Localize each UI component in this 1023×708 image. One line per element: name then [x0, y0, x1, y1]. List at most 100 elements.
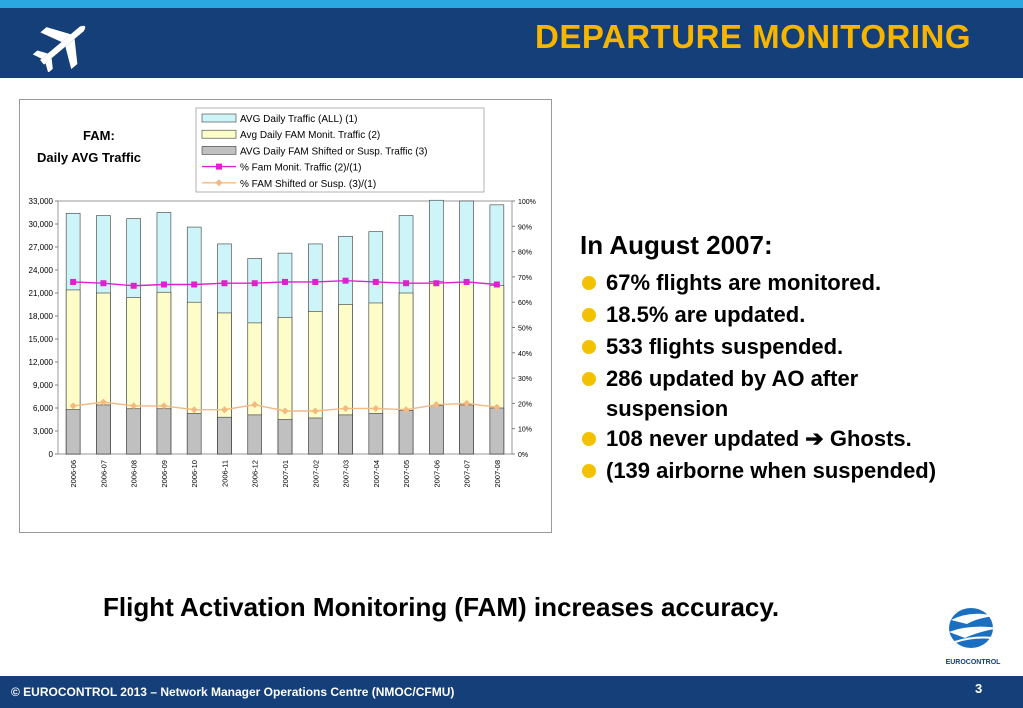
x-tick-label: 2007-06	[432, 460, 441, 488]
point-fam-monit-pct	[130, 282, 137, 289]
y2-tick-label: 60%	[518, 300, 532, 307]
legend-swatch	[201, 129, 237, 139]
legend-box	[195, 107, 485, 193]
legend-swatch	[201, 146, 237, 155]
point-fam-shifted-pct	[190, 406, 198, 414]
finding-text: 18.5% are updated.	[606, 302, 806, 327]
x-tick-label: 2007-02	[311, 460, 320, 488]
x-tick-label: 2006-10	[190, 460, 199, 488]
x-tick-label: 2007-04	[372, 460, 381, 488]
bar-fam-shifted	[96, 404, 111, 455]
point-fam-shifted-pct	[99, 398, 107, 406]
y2-tick-label: 100%	[518, 199, 536, 206]
point-fam-shifted-pct	[251, 401, 259, 409]
airplane-icon	[32, 25, 86, 72]
y-tick-label: 12,000	[29, 358, 54, 367]
chart-title: Daily AVG Traffic	[37, 150, 141, 165]
legend-label: AVG Daily FAM Shifted or Susp. Traffic (…	[240, 146, 427, 157]
point-fam-monit-pct	[282, 278, 288, 285]
bar-fam-shifted	[368, 413, 384, 455]
y2-tick-label: 70%	[518, 275, 532, 282]
point-fam-shifted-pct	[432, 401, 440, 409]
point-fam-monit-pct	[160, 281, 167, 288]
y-tick-label: 27,000	[29, 243, 54, 252]
bar-fam-shifted	[156, 408, 172, 455]
x-tick-label: 2007-08	[493, 460, 502, 488]
x-tick-label: 2007-05	[402, 460, 411, 488]
finding-text-continued: suspension	[606, 396, 729, 421]
legend-label: % Fam Monit. Traffic (2)/(1)	[240, 163, 362, 174]
point-fam-monit-pct	[251, 280, 258, 287]
bar-fam-shifted	[247, 414, 262, 455]
point-fam-shifted-pct	[160, 402, 168, 410]
bar-fam-shifted	[398, 409, 414, 455]
bar-fam-shifted	[277, 419, 293, 455]
findings-heading: In August 2007:	[580, 230, 773, 260]
legend-label: % FAM Shifted or Susp. (3)/(1)	[240, 179, 376, 190]
header-bar: DEPARTURE MONITORING	[0, 0, 1023, 78]
copyright-text: © EUROCONTROL 2013 – Network Manager Ope…	[11, 685, 455, 699]
point-fam-shifted-pct	[69, 402, 77, 410]
bar-fam-shifted	[489, 407, 505, 455]
y2-tick-label: 40%	[518, 351, 532, 358]
legend-marker	[216, 163, 222, 170]
finding-text: (139 airborne when suspended)	[606, 458, 937, 483]
bar-fam-shifted	[429, 405, 444, 455]
point-fam-shifted-pct	[342, 404, 350, 412]
bar-fam-shifted	[186, 413, 202, 455]
x-tick-label: 2006-06	[69, 460, 78, 488]
point-fam-monit-pct	[221, 280, 228, 287]
point-fam-monit-pct	[70, 278, 77, 285]
tagline: Flight Activation Monitoring (FAM) incre…	[103, 592, 780, 622]
page-title: DEPARTURE MONITORING	[535, 18, 971, 55]
point-fam-shifted-pct	[493, 403, 501, 411]
bullet-dot-icon	[582, 372, 596, 386]
bar-fam-shifted	[65, 409, 81, 455]
point-fam-shifted-pct	[130, 402, 138, 410]
y-tick-label: 18,000	[29, 312, 54, 321]
finding-text: 533 flights suspended.	[606, 334, 844, 359]
logo-text: EUROCONTROL	[946, 659, 1002, 666]
x-tick-label: 2006-12	[251, 460, 260, 488]
bar-fam-shifted	[308, 417, 323, 455]
point-fam-shifted-pct	[281, 407, 289, 415]
finding-item: 286 updated by AO after suspension	[580, 363, 1010, 423]
bar-fam-shifted	[459, 404, 474, 455]
y2-tick-label: 10%	[518, 427, 532, 434]
bullet-dot-icon	[582, 432, 596, 446]
eurocontrol-logo-icon: EUROCONTROL	[946, 608, 1002, 666]
bullet-dot-icon	[582, 340, 596, 354]
y-tick-label: 21,000	[29, 289, 54, 298]
point-fam-shifted-pct	[402, 406, 410, 414]
bar-fam-shifted	[338, 414, 353, 455]
y-tick-label: 30,000	[29, 220, 54, 229]
legend-label: Avg Daily FAM Monit. Traffic (2)	[240, 130, 380, 141]
x-tick-label: 2006-09	[160, 460, 169, 488]
point-fam-monit-pct	[433, 280, 440, 287]
point-fam-shifted-pct	[372, 404, 380, 412]
y-tick-label: 6,000	[33, 404, 54, 413]
y2-tick-label: 0%	[518, 452, 528, 459]
point-fam-shifted-pct	[463, 399, 471, 407]
finding-item: 67% flights are monitored.	[580, 267, 1010, 299]
y2-tick-label: 90%	[518, 224, 532, 231]
point-fam-monit-pct	[100, 280, 107, 287]
bar-fam-shifted	[217, 416, 232, 455]
y-tick-label: 24,000	[29, 266, 54, 275]
x-tick-label: 2007-07	[463, 460, 472, 488]
footer-bar: © EUROCONTROL 2013 – Network Manager Ope…	[0, 676, 1023, 708]
finding-item: 533 flights suspended.	[580, 331, 1010, 363]
y-tick-label: 3,000	[33, 427, 54, 436]
x-tick-label: 2007-01	[281, 460, 290, 488]
fam-traffic-chart: FAM: Daily AVG Traffic 0 3,000 6,000 9,000 12,…	[19, 99, 552, 533]
y2-tick-label: 30%	[518, 376, 532, 383]
bullet-dot-icon	[582, 276, 596, 290]
header-stripe	[0, 0, 1023, 8]
x-tick-label: 2006-11	[220, 460, 229, 487]
finding-item: 18.5% are updated.	[580, 299, 1010, 331]
legend-swatch	[201, 113, 237, 123]
x-tick-label: 2006-08	[130, 460, 139, 488]
y2-tick-label: 50%	[518, 326, 532, 333]
page-number: 3	[975, 681, 983, 696]
point-fam-monit-pct	[403, 280, 410, 287]
